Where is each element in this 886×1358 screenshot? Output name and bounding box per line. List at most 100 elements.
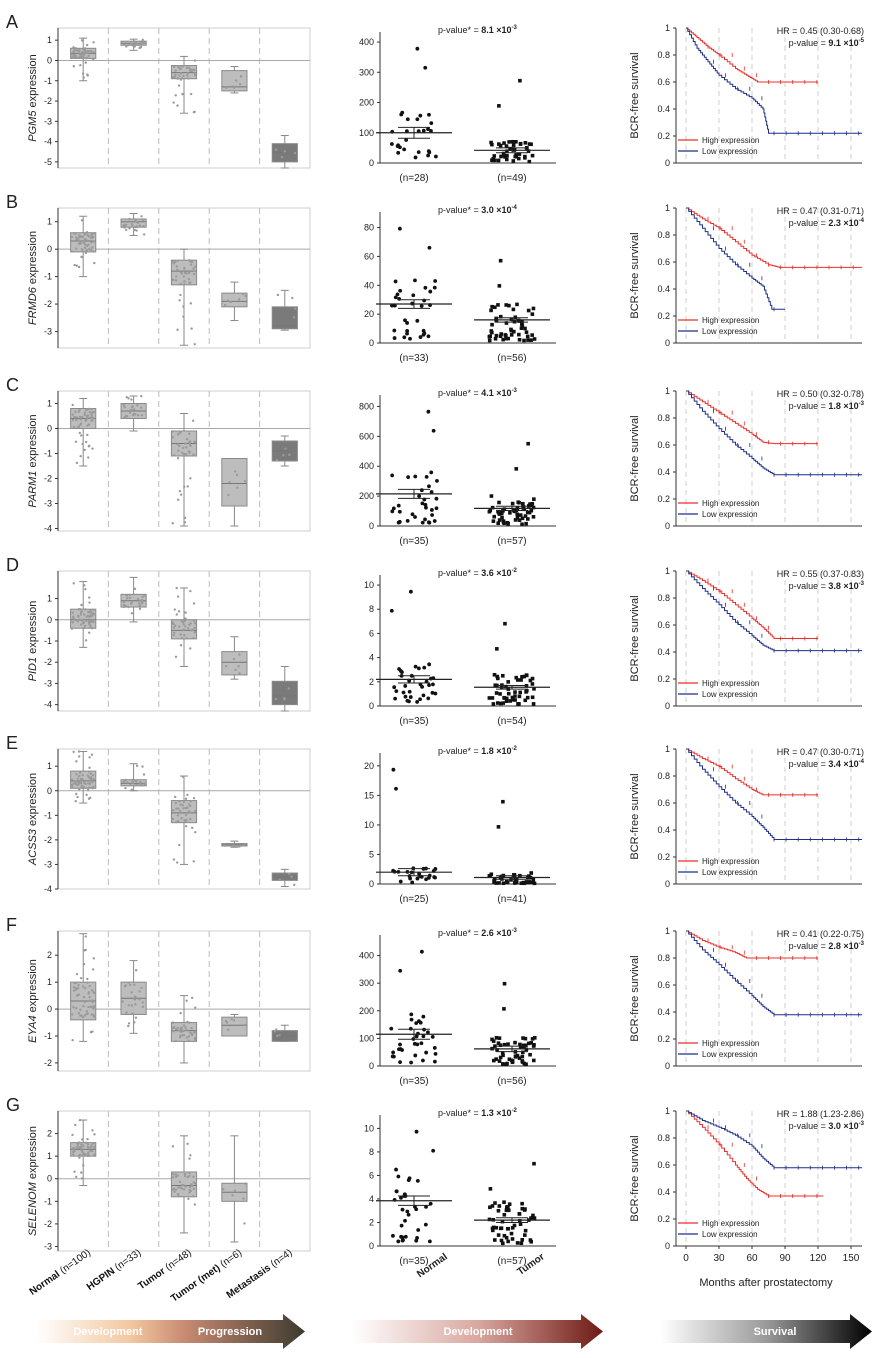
normal-point xyxy=(394,1189,399,1194)
y-axis-label-suffix: expression xyxy=(27,601,39,657)
normal-point xyxy=(423,1222,428,1227)
box-point xyxy=(140,215,143,218)
group-n-label: (n=56) xyxy=(497,353,526,364)
box-point xyxy=(75,792,78,796)
box-point xyxy=(72,50,76,53)
normal-point xyxy=(389,608,394,613)
surv-p-exponent: -3 xyxy=(859,1121,865,1127)
tumor-point xyxy=(498,1043,503,1048)
box-point xyxy=(143,782,146,785)
tumor-point xyxy=(489,872,494,877)
box-point xyxy=(128,593,132,597)
tumor-point xyxy=(512,881,517,885)
y-tick-label: -3 xyxy=(44,859,52,869)
tumor-point xyxy=(498,334,503,339)
box-point xyxy=(222,1188,225,1191)
tumor-point xyxy=(499,1226,504,1230)
tumor-point xyxy=(495,1048,499,1052)
category-name: HGPIN xyxy=(85,1264,120,1293)
tumor-point xyxy=(496,158,501,163)
tumor-point xyxy=(530,333,534,337)
box-point xyxy=(83,986,87,990)
box-point xyxy=(182,1024,186,1027)
box-point xyxy=(92,58,95,61)
normal-point xyxy=(428,1201,433,1206)
tumor-point xyxy=(525,510,530,515)
normal-point xyxy=(397,226,402,231)
normal-point xyxy=(413,155,418,160)
box xyxy=(271,306,298,330)
surv-y-tick-label: 0 xyxy=(665,1241,670,1251)
y-tick-label: 0 xyxy=(47,424,52,434)
box-point xyxy=(171,430,174,433)
box-point xyxy=(76,426,80,429)
box-point xyxy=(74,800,77,803)
tumor-point xyxy=(523,156,527,160)
y-tick-label: 1 xyxy=(47,35,52,45)
box-point xyxy=(91,779,94,782)
tumor-point xyxy=(504,303,509,307)
tumor-point xyxy=(520,516,525,521)
box-point xyxy=(76,777,79,780)
tumor-point xyxy=(493,1044,497,1048)
normal-point xyxy=(393,295,398,300)
tumor-point xyxy=(512,1223,517,1228)
box-point xyxy=(134,995,137,998)
tumor-point xyxy=(531,306,536,311)
normal-point xyxy=(410,512,415,517)
box-point xyxy=(122,43,126,46)
box-point xyxy=(134,1016,138,1019)
normal-point xyxy=(429,121,434,126)
box-point xyxy=(72,1006,75,1009)
y-axis-label-suffix: expression xyxy=(27,231,39,287)
box-point xyxy=(174,1175,178,1178)
box-point xyxy=(87,991,91,994)
box-point xyxy=(174,801,178,805)
normal-point xyxy=(408,336,412,341)
tumor-point xyxy=(493,683,498,688)
box-point xyxy=(133,587,137,591)
box-point xyxy=(138,602,141,605)
tumor-point xyxy=(500,515,504,520)
box-point xyxy=(190,1184,194,1187)
box-point xyxy=(171,278,174,281)
normal-point xyxy=(409,1012,414,1017)
box-point xyxy=(186,1142,189,1146)
tumor-point xyxy=(518,1045,523,1050)
group-n-label: (n=57) xyxy=(497,1256,526,1267)
tumor-point xyxy=(497,1036,502,1040)
tumor-point xyxy=(499,332,504,336)
box-point xyxy=(85,249,88,252)
survival-arrow xyxy=(660,1314,872,1349)
legend-low-label: Low expression xyxy=(702,147,758,156)
tumor-point xyxy=(529,503,534,508)
tumor-point xyxy=(496,509,500,514)
tumor-point xyxy=(522,881,527,886)
box-point xyxy=(124,604,128,608)
box-point xyxy=(233,470,237,473)
box-point xyxy=(140,394,143,398)
box-point xyxy=(179,271,183,274)
normal-point xyxy=(397,509,402,514)
tumor-point xyxy=(494,333,499,338)
tumor-point xyxy=(493,1201,497,1205)
dot-y-tick-label: 4 xyxy=(369,1194,374,1204)
box-point xyxy=(175,613,179,616)
gene-name: PGM5 xyxy=(27,110,39,142)
box-point xyxy=(178,843,181,847)
surv-y-tick-label: 0.2 xyxy=(657,494,670,504)
tumor-point xyxy=(529,871,534,875)
tumor-point xyxy=(501,519,506,523)
surv-x-tick-label: 120 xyxy=(810,1253,827,1264)
box-point xyxy=(80,1138,84,1141)
box-point xyxy=(129,409,132,412)
tumor-point xyxy=(510,695,515,700)
box-point xyxy=(179,803,182,806)
dot-y-tick-label: 400 xyxy=(359,37,374,47)
box-point xyxy=(194,1006,197,1009)
legend-high-label: High expression xyxy=(702,1039,759,1048)
low-expression-curve xyxy=(686,390,862,476)
legend-high-label: High expression xyxy=(702,136,759,145)
tumor-point xyxy=(501,1241,505,1246)
box-point xyxy=(189,302,192,305)
